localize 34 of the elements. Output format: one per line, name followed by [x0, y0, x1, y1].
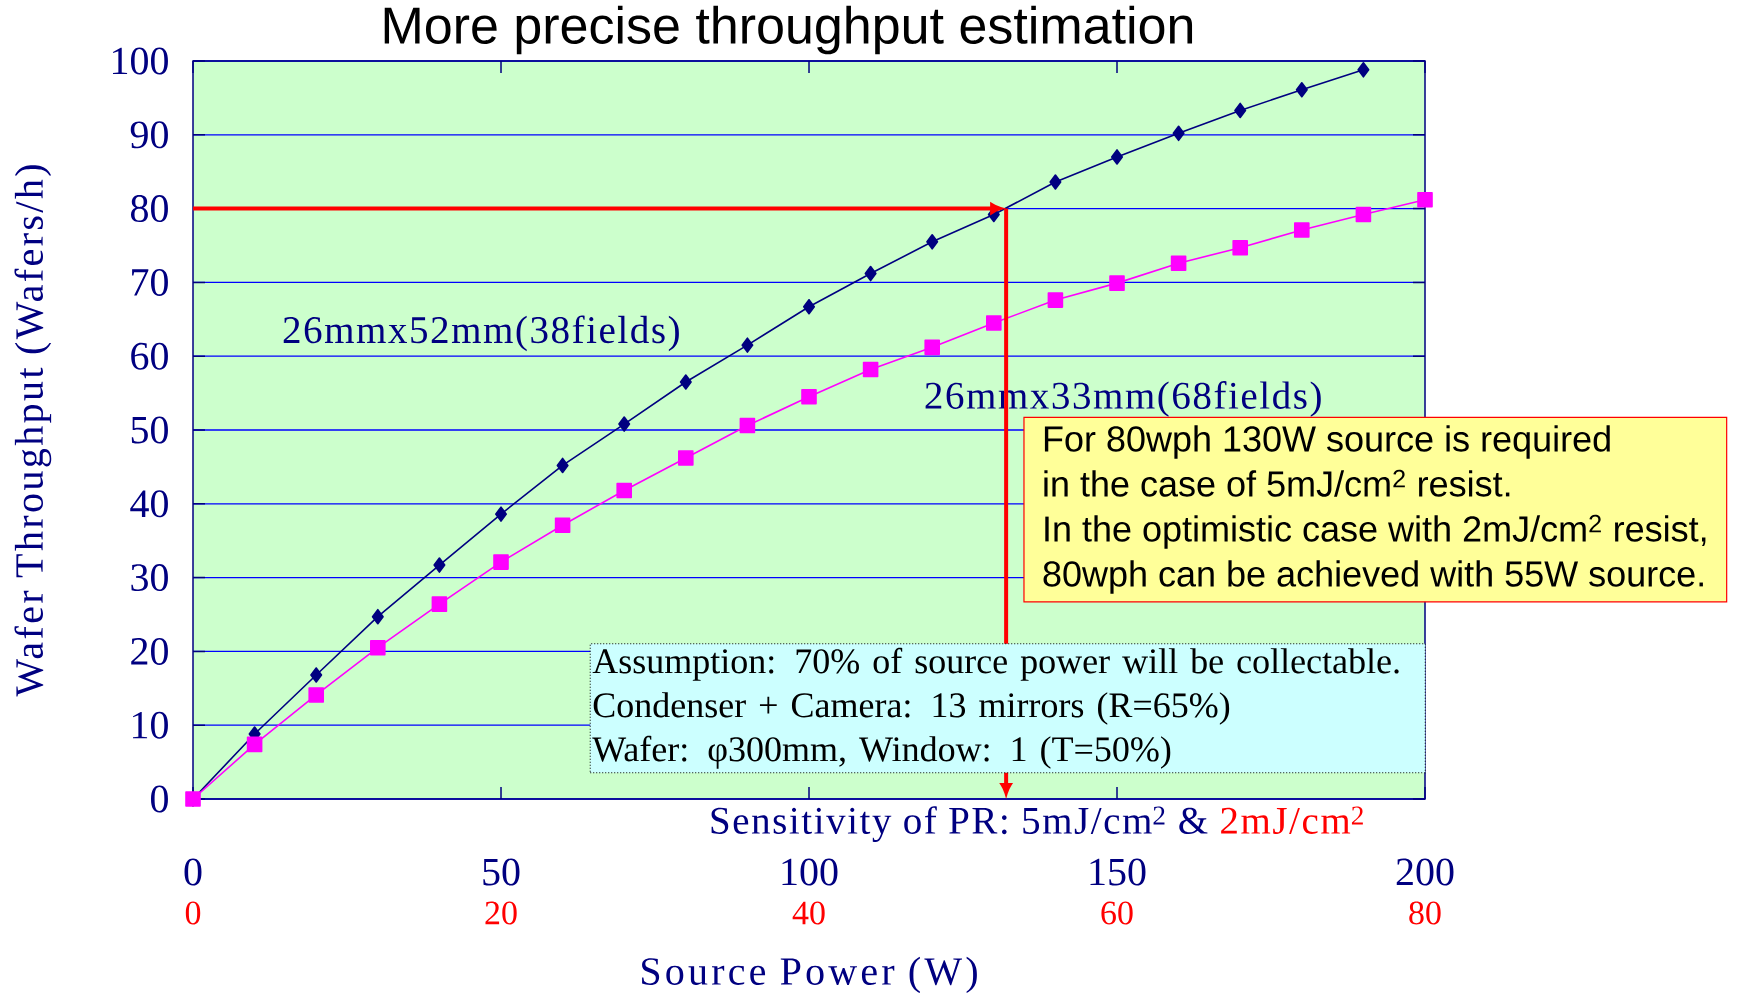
y-tick-label: 100	[112, 47, 168, 75]
x2-tick-label: 60	[1101, 901, 1133, 925]
y-tick-label: 20	[131, 637, 168, 665]
x-tick-label: 100	[782, 858, 838, 886]
x-tick-label: 150	[1090, 858, 1146, 886]
x-axis-title: Source Power (W)	[642, 956, 977, 994]
x-tick-label: 0	[184, 858, 202, 886]
x2-tick-label: 40	[792, 901, 825, 925]
annotation: Assumption: 70% of source power will be collectable.	[592, 647, 1399, 681]
annotation: 26mmx52mm(38fields)	[283, 315, 679, 352]
y-tick-label: 50	[131, 416, 168, 444]
x-tick-label: 200	[1396, 858, 1454, 886]
y-tick-label: 10	[132, 711, 168, 739]
text: Sensitivity of PR: 5mJ/cm$^{2}$ &	[711, 806, 1208, 843]
annotation: Wafer: φ300mm, Window: 1 (T=50%)	[592, 735, 1171, 769]
y-tick-label: 70	[132, 268, 168, 296]
chart-title: More precise throughput estimation	[384, 5, 1193, 55]
y-tick-label: 90	[130, 121, 168, 149]
annotation: For 80wph 130W source is required	[1044, 425, 1610, 459]
y-tick-label: 60	[131, 342, 168, 370]
text: 2mJ/cm$^{2}$	[1221, 806, 1363, 834]
annotation: 80wph can be achieved with 55W source.	[1043, 560, 1703, 594]
annotation: in the case of 5mJ/cm$^{2}$ resist.	[1044, 469, 1510, 497]
y-tick-label: 30	[131, 564, 168, 592]
x-tick-label: 50	[483, 858, 520, 886]
y-tick-label: 80	[131, 195, 168, 223]
annotation: Condenser + Camera: 13 mirrors (R=65%)	[593, 692, 1230, 725]
x2-tick-label: 0	[185, 901, 201, 925]
x2-tick-label: 80	[1409, 901, 1441, 925]
y-axis-title: Wafer Throughput (Wafers/h)	[14, 165, 52, 697]
y-tick-label: 40	[130, 490, 168, 518]
y-tick-label: 0	[151, 785, 168, 813]
x2-tick-label: 20	[485, 901, 517, 925]
annotation: In the optimistic case with 2mJ/cm$^{2}$ resist,	[1045, 514, 1706, 549]
